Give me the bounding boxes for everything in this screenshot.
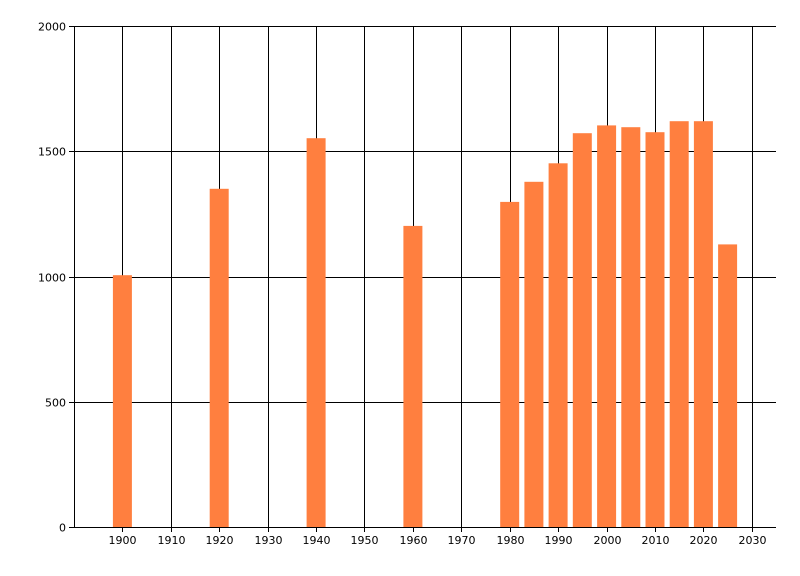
bar-2025 bbox=[718, 244, 738, 527]
x-tick-label-1960: 1960 bbox=[400, 534, 428, 547]
x-tick-label-1930: 1930 bbox=[255, 534, 283, 547]
bar-1990 bbox=[548, 163, 568, 528]
bar-1995 bbox=[572, 133, 592, 527]
tick-labels: 1900 1910 1920 1930 1940 1950 1960 1970 1980 1990… bbox=[38, 21, 767, 548]
x-tick-label-1900: 1900 bbox=[109, 534, 137, 547]
x-tick-label-1970: 1970 bbox=[448, 534, 476, 547]
bar-1920 bbox=[209, 188, 229, 528]
x-tick-label-1920: 1920 bbox=[206, 534, 234, 547]
x-tick-label-2010: 2010 bbox=[642, 534, 670, 547]
bar-2005 bbox=[621, 127, 641, 527]
bar-1960 bbox=[403, 225, 423, 527]
x-tick-label-1990: 1990 bbox=[545, 534, 573, 547]
bars bbox=[112, 121, 738, 528]
y-tick-label-2000: 2000 bbox=[38, 21, 66, 34]
bar-2010 bbox=[645, 132, 665, 527]
bar-2000 bbox=[597, 125, 617, 528]
bar-1985 bbox=[524, 181, 544, 528]
y-tick-label-0: 0 bbox=[59, 522, 66, 535]
x-tick-label-1980: 1980 bbox=[497, 534, 525, 547]
axes bbox=[69, 26, 776, 532]
y-tick-label-1500: 1500 bbox=[38, 146, 66, 159]
bar-2015 bbox=[669, 121, 689, 527]
bar-2020 bbox=[693, 121, 713, 527]
x-tick-label-2000: 2000 bbox=[594, 534, 622, 547]
bar-1940 bbox=[306, 138, 326, 527]
x-tick-label-2030: 2030 bbox=[739, 534, 767, 547]
x-tick-label-1940: 1940 bbox=[303, 534, 331, 547]
x-tick-label-2020: 2020 bbox=[690, 534, 718, 547]
x-tick-label-1910: 1910 bbox=[158, 534, 186, 547]
y-tick-label-500: 500 bbox=[45, 397, 66, 410]
y-tick-label-1000: 1000 bbox=[38, 272, 66, 285]
bar-1900 bbox=[112, 275, 132, 527]
x-tick-label-1950: 1950 bbox=[351, 534, 379, 547]
bar-1980 bbox=[500, 201, 520, 527]
